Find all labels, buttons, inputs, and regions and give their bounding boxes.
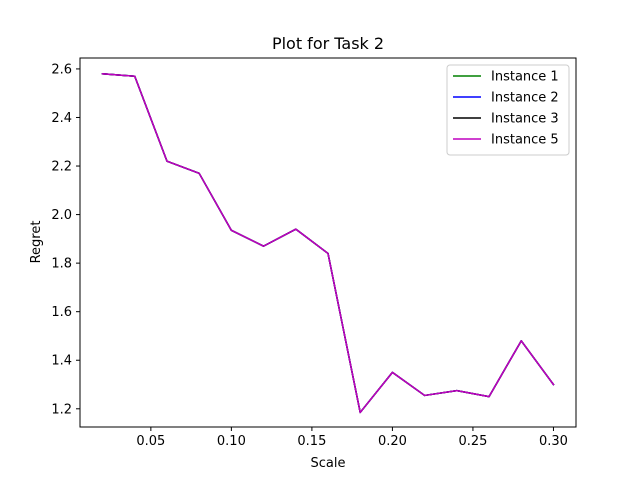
y-tick-label: 2.0 [51, 208, 72, 223]
x-tick-label: 0.15 [297, 434, 326, 449]
legend-label: Instance 5 [491, 133, 559, 148]
y-tick-label: 1.6 [51, 305, 72, 320]
x-tick-label: 0.05 [136, 434, 165, 449]
series-layer [101, 72, 555, 414]
legend-label: Instance 3 [491, 112, 559, 127]
y-tick-label: 2.6 [51, 62, 72, 77]
x-tick-label: 0.10 [217, 434, 246, 449]
legend-label: Instance 2 [491, 91, 559, 106]
plot-frame [79, 57, 577, 428]
x-tick-label: 0.25 [458, 434, 487, 449]
y-tick-label: 1.2 [51, 402, 72, 417]
legend-box [446, 64, 570, 156]
x-axis-title: Scale [311, 456, 346, 471]
y-tick-label: 1.4 [51, 354, 72, 369]
legend: Instance 1 Instance 2 Instance 3 Instance 5 [446, 64, 570, 156]
x-axis: 0.05 0.10 0.15 0.20 0.25 0.30 [136, 427, 568, 449]
y-tick-label: 1.8 [51, 257, 72, 272]
x-tick-label: 0.20 [378, 434, 407, 449]
y-axis: 1.2 1.4 1.6 1.8 2.0 2.2 2.4 2.6 [51, 62, 80, 417]
chart-title: Plot for Task 2 [272, 34, 384, 53]
y-axis-title: Regret [29, 221, 44, 264]
series-line-4 [101, 72, 555, 414]
x-tick-label: 0.30 [539, 434, 568, 449]
y-tick-label: 2.2 [51, 160, 72, 175]
legend-label: Instance 1 [491, 70, 559, 85]
y-tick-label: 2.4 [51, 111, 72, 126]
